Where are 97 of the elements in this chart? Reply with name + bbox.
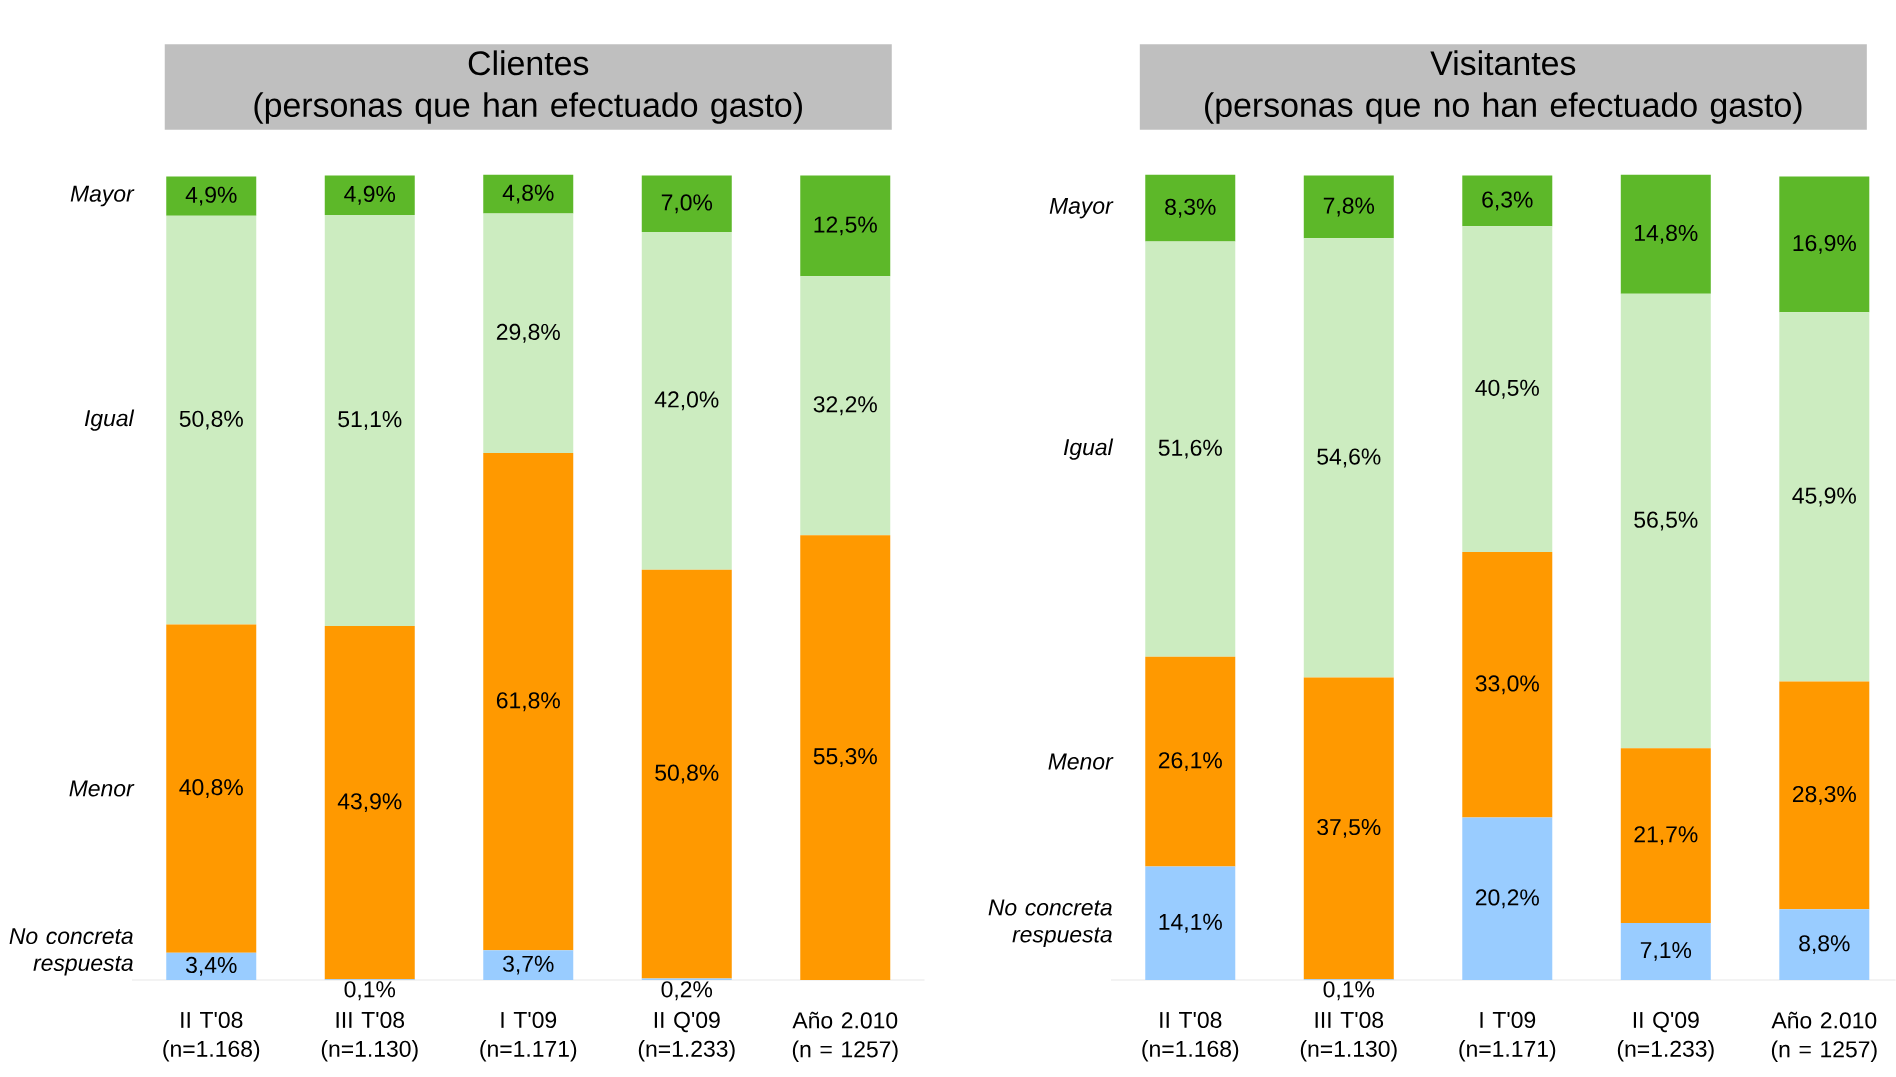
bar [800,535,891,980]
data-label: 14,8% [1635,224,1698,244]
bar [324,175,415,216]
data-label: 37,5% [1317,818,1381,838]
data-label: 21,7% [1634,826,1698,846]
bar [1779,312,1870,682]
data-label: 4,9% [185,186,237,206]
data-label: 4,9% [344,185,396,205]
data-label: 56,5% [1634,511,1698,531]
data-label: 28,3% [1792,785,1856,805]
chart-subtitle: (personas que han efectuado gasto) [254,92,802,124]
chart-title: Clientes [468,50,589,76]
bar [1303,175,1394,239]
data-label: 0,1% [344,981,396,1001]
series-label: Mayor [70,185,135,207]
x-tick-label: II T'08 (n=1.168) [163,1011,260,1062]
bar [166,176,257,216]
data-label: 43,9% [337,793,402,813]
series-label: No concreta respuesta [9,928,133,976]
bar [483,950,574,980]
data-label: 14,1% [1159,913,1222,933]
data-label: 6,3% [1482,191,1533,211]
data-label: 3,7% [503,955,554,975]
data-label: 26,1% [1158,752,1222,772]
data-label: 0,1% [1323,981,1375,1001]
bar [483,453,574,951]
bar [166,624,257,953]
series-label: Mayor [1049,197,1114,219]
chart-subtitle: (personas que no han efectuado gasto) [1205,92,1802,124]
bar [324,626,415,980]
bar [641,175,732,232]
series-label: No concreta respuesta [988,899,1112,947]
data-label: 50,8% [179,410,243,430]
data-label: 20,2% [1475,889,1539,909]
bar [1462,817,1553,980]
data-label: 54,6% [1317,448,1381,468]
bar [166,952,257,980]
bar [1303,238,1394,678]
x-tick-label: III T'08 (n=1.130) [1300,1011,1397,1062]
bar [1620,293,1711,749]
bar [1462,175,1553,227]
bar [483,213,574,454]
data-label: 40,5% [1475,379,1539,399]
bar [1145,174,1236,242]
data-label: 42,0% [654,391,719,411]
data-label: 32,2% [813,396,877,416]
bar [1620,922,1711,980]
x-tick-label: II Q'09 (n=1.233) [1617,1011,1714,1062]
data-label: 8,8% [1799,935,1850,955]
bar [1145,866,1236,980]
bar [1145,656,1236,867]
bar [1145,241,1236,657]
data-label: 29,8% [496,323,560,343]
data-label: 50,8% [655,764,719,784]
bar [1779,909,1870,980]
bar [1303,677,1394,980]
data-label: 40,8% [179,779,243,799]
data-label: 4,8% [502,184,554,204]
bar [1462,226,1553,553]
data-label: 16,9% [1793,234,1856,254]
x-tick-label: III T'08 (n=1.130) [321,1011,418,1062]
x-tick-label: I T'09 (n=1.171) [480,1011,577,1062]
data-label: 8,3% [1165,198,1216,218]
bar [1779,176,1870,313]
bar [800,276,891,536]
bar [324,215,415,627]
data-label: 7,0% [661,194,713,214]
series-label: Menor [69,780,135,797]
data-label: 12,5% [814,216,877,236]
series-label: Igual [1063,438,1114,460]
x-tick-label: II T'08 (n=1.168) [1142,1011,1239,1062]
x-tick-label: II Q'09 (n=1.233) [638,1011,735,1062]
bar [800,175,891,277]
data-label: 45,9% [1792,487,1856,507]
bar [1779,681,1870,910]
bar [1462,552,1553,818]
x-tick-label: Año 2.010 (n = 1257) [792,1011,898,1062]
data-label: 51,6% [1158,439,1222,459]
bar [483,174,574,214]
series-label: Igual [84,409,135,431]
bar [1620,748,1711,923]
data-label: 33,0% [1475,675,1539,695]
data-label: 55,3% [813,748,877,768]
bar [1620,174,1711,294]
data-label: 0,2% [661,981,713,1001]
data-label: 7,1% [1640,942,1692,961]
chart-title: Visitantes [1430,50,1576,76]
data-label: 51,1% [338,411,402,430]
x-tick-label: I T'09 (n=1.171) [1459,1011,1556,1062]
bar [166,215,257,625]
data-label: 3,4% [186,956,237,976]
bar [641,569,732,979]
data-label: 61,8% [496,692,560,712]
series-label: Menor [1048,753,1114,770]
x-tick-label: Año 2.010 (n = 1257) [1771,1011,1877,1062]
bar [641,231,732,570]
data-label: 7,8% [1323,197,1375,217]
